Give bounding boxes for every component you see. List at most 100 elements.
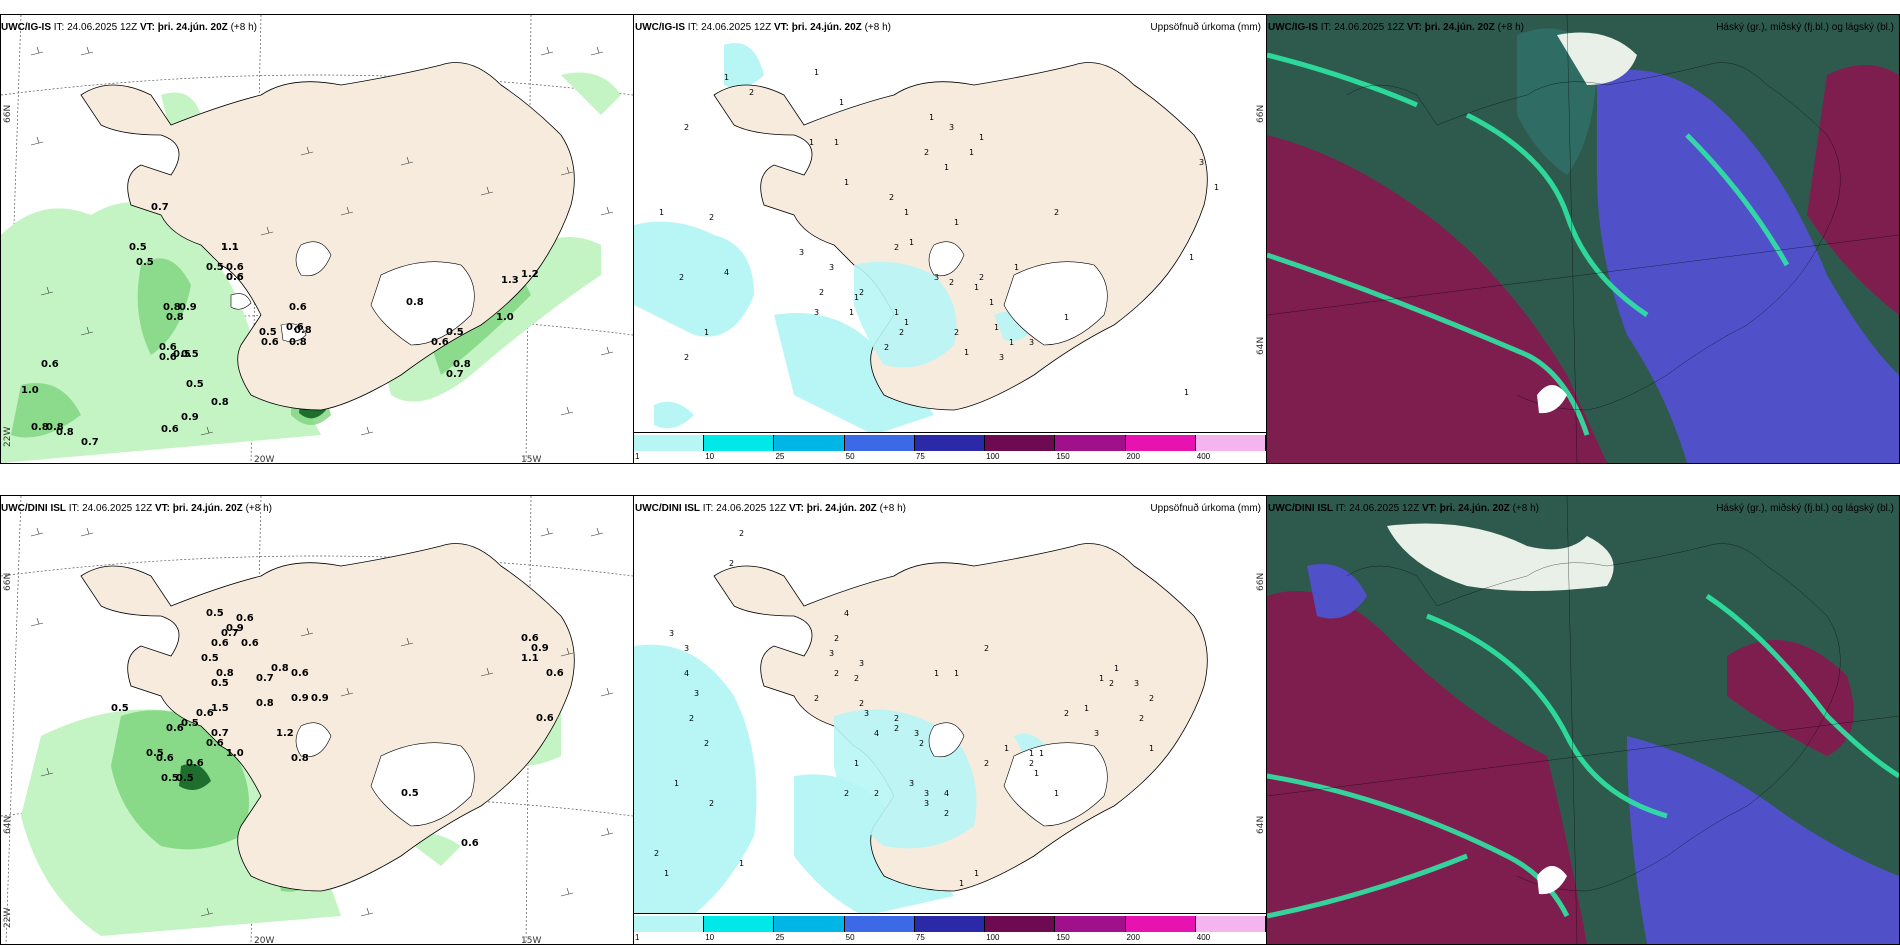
vt-value: þri. 24.jún. 20Z <box>1424 22 1495 33</box>
precip-value-label: 1 <box>1189 253 1194 262</box>
lat-label: 66N <box>1256 104 1266 123</box>
lon-label: 15W <box>521 455 542 464</box>
wind-value-label: 0.6 <box>546 668 564 679</box>
colorbar-swatch <box>1055 435 1126 451</box>
it-value: 24.06.2025 12Z <box>82 503 153 514</box>
precip-value-label: 1 <box>954 669 959 678</box>
precip-value-label: 1 <box>1184 388 1189 397</box>
precip-value-label: 3 <box>999 353 1004 362</box>
wind-value-label: 0.6 <box>286 322 304 333</box>
wind-value-label: 0.6 <box>41 359 59 370</box>
precip-value-label: 3 <box>914 729 919 738</box>
precip-value-label: 3 <box>829 649 834 658</box>
precip-value-label: 3 <box>799 248 804 257</box>
wind-value-label: 0.5 <box>181 349 199 360</box>
wind-value-label: 0.9 <box>311 693 329 704</box>
precip-value-label: 3 <box>694 689 699 698</box>
wind-header-bottom: UWC/DINI ISL IT: 24.06.2025 12Z VT: þri.… <box>1 503 272 514</box>
colorbar-tick: 400 <box>1196 933 1211 942</box>
precip-value-label: 1 <box>809 138 814 147</box>
vt-label: VT: <box>773 22 789 33</box>
colorbar-swatch <box>914 435 986 451</box>
model-name: UWC/IG-IS <box>1 22 51 33</box>
precip-value-label: 1 <box>904 208 909 217</box>
panel-title: Háský (gr.), miðský (fj.bl.) og lágský (… <box>1716 503 1894 514</box>
vt-value: þri. 24.jún. 20Z <box>157 22 228 33</box>
wind-value-label: 0.8 <box>56 427 74 438</box>
wind-value-label: 0.8 <box>256 698 274 709</box>
lead-time: (+8 h) <box>879 503 906 514</box>
wind-value-label: 1.0 <box>226 748 244 759</box>
wind-value-label: 0.8 <box>216 668 234 679</box>
wind-panel-top: 0.7 0.5 0.5 1.1 1.1 0.5 0.6 0.6 0.6 0.8 0.9 0.8 0.6 0… <box>0 14 634 464</box>
colorbar-swatch <box>704 916 775 932</box>
colorbar-swatch <box>634 916 705 932</box>
precip-value-label: 1 <box>834 138 839 147</box>
precip-value-label: 2 <box>709 213 714 222</box>
precip-value-label: 1 <box>954 218 959 227</box>
vt-value: þri. 24.jún. 20Z <box>791 22 862 33</box>
wind-value-label: 0.6 <box>186 758 204 769</box>
it-value: 24.06.2025 12Z <box>716 503 787 514</box>
wind-value-label: 0.6 <box>261 337 279 348</box>
colorbar-swatch <box>844 916 915 932</box>
vt-label: VT: <box>139 22 155 33</box>
precip-value-label: 2 <box>859 288 864 297</box>
colorbar-swatch <box>1125 435 1196 451</box>
precip-value-label: 3 <box>1094 729 1099 738</box>
cloud-map-top <box>1267 15 1899 463</box>
precip-value-label: 1 <box>1029 749 1034 758</box>
wind-panel-bottom: 0.5 0.6 0.9 0.6 0.7 0.6 0.5 0.8 0.5 1.5 0.6 0.7 0.6 0… <box>0 495 634 945</box>
wind-value-label: 0.5 <box>111 703 129 714</box>
precip-value-label: 1 <box>894 308 899 317</box>
precip-value-label: 4 <box>684 669 689 678</box>
wind-value-label: 0.9 <box>226 623 244 634</box>
precip-value-label: 2 <box>834 634 839 643</box>
lat-label: 22W <box>3 907 13 928</box>
precip-value-label: 1 <box>814 68 819 77</box>
lat-label: 66N <box>3 104 13 123</box>
cloud-panel-bottom <box>1266 495 1900 945</box>
wind-value-label: 1.1 <box>221 242 239 253</box>
wind-value-label: 0.5 <box>446 327 464 338</box>
colorbar-swatch <box>985 916 1056 932</box>
wind-value-label: 1.1 <box>521 653 539 664</box>
precip-value-label: 1 <box>1084 704 1089 713</box>
precip-value-label: 2 <box>819 288 824 297</box>
it-value: 24.06.2025 12Z <box>67 22 138 33</box>
wind-value-label: 0.5 <box>136 257 154 268</box>
colorbar-swatch <box>774 916 845 932</box>
wind-value-label: 0.8 <box>453 359 471 370</box>
wind-value-label: 0.5 <box>186 379 204 390</box>
precip-value-label: 2 <box>854 674 859 683</box>
colorbar-swatch <box>704 435 775 451</box>
wind-value-label: 0.6 <box>159 342 177 353</box>
precip-value-label: 2 <box>889 193 894 202</box>
lat-label: 66N <box>3 572 13 591</box>
wind-value-label: 0.8 <box>31 422 49 433</box>
precip-value-label: 2 <box>709 799 714 808</box>
lat-label: 64N <box>3 815 13 834</box>
precip-value-label: 2 <box>814 694 819 703</box>
wind-value-label: 0.5 <box>206 262 224 273</box>
wind-value-label: 0.7 <box>256 673 274 684</box>
precip-value-label: 3 <box>924 789 929 798</box>
wind-value-label: 0.7 <box>211 728 229 739</box>
cloud-map-bottom <box>1267 496 1899 944</box>
wind-value-label: 0.9 <box>179 302 197 313</box>
precip-value-label: 2 <box>884 343 889 352</box>
precip-value-label: 2 <box>689 714 694 723</box>
wind-value-label: 0.5 <box>181 718 199 729</box>
colorbar-tick: 25 <box>775 452 785 461</box>
colorbar-swatch <box>1055 916 1126 932</box>
precip-value-label: 1 <box>739 859 744 868</box>
colorbar-tick: 10 <box>705 933 715 942</box>
wind-value-label: 1.5 <box>211 703 229 714</box>
precip-value-label: 3 <box>934 273 939 282</box>
wind-value-label: 0.6 <box>521 633 539 644</box>
precip-value-label: 1 <box>664 869 669 878</box>
colorbar-tick: 400 <box>1196 452 1211 461</box>
